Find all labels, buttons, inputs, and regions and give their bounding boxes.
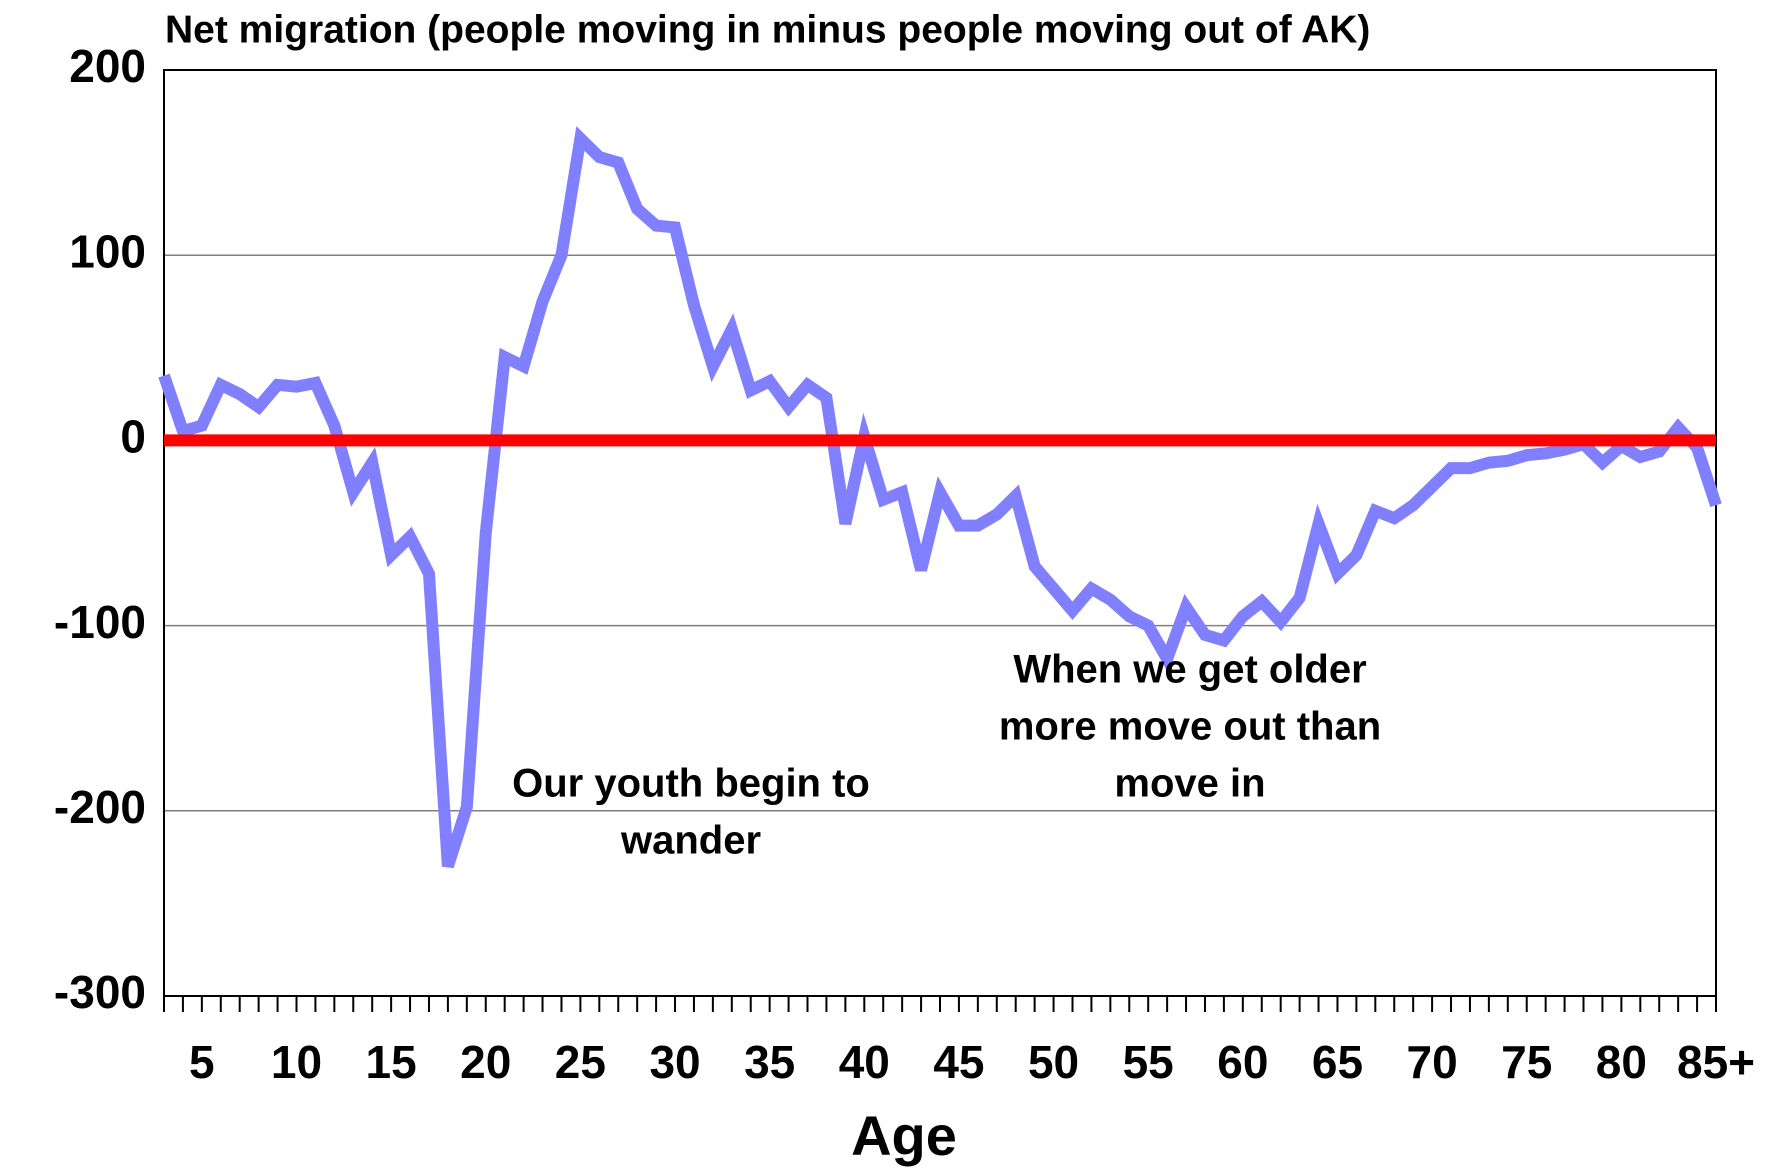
chart-title: Net migration (people moving in minus pe… — [165, 8, 1370, 51]
x-tick-label: 75 — [1501, 1036, 1552, 1088]
x-tick-label: 25 — [555, 1036, 606, 1088]
annotation: Our youth begin to — [512, 762, 870, 806]
x-tick-label: 15 — [366, 1036, 417, 1088]
x-tick-label: 85+ — [1677, 1036, 1755, 1088]
x-tick-label: 35 — [744, 1036, 795, 1088]
y-tick-label: -300 — [54, 966, 146, 1018]
annotation: move in — [1114, 762, 1265, 806]
y-tick-label: -100 — [54, 596, 146, 648]
x-tick-label: 60 — [1217, 1036, 1268, 1088]
x-tick-label: 5 — [189, 1036, 215, 1088]
x-tick-label: 20 — [460, 1036, 511, 1088]
plot-frame — [163, 69, 1717, 997]
x-tick-label: 40 — [839, 1036, 890, 1088]
x-tick-label: 45 — [933, 1036, 984, 1088]
y-tick-label: 0 — [120, 411, 146, 463]
annotation: wander — [620, 819, 761, 863]
x-tick-label: 80 — [1596, 1036, 1647, 1088]
data-line — [158, 126, 1722, 869]
y-tick-label: 100 — [69, 225, 146, 277]
x-tick-label: 30 — [649, 1036, 700, 1088]
x-axis-label: Age — [851, 1104, 957, 1167]
x-tick-label: 50 — [1028, 1036, 1079, 1088]
x-tick-label: 55 — [1123, 1036, 1174, 1088]
x-tick-label: 70 — [1407, 1036, 1458, 1088]
annotation: When we get older — [1013, 648, 1366, 692]
y-tick-label: -200 — [54, 781, 146, 833]
annotation: more move out than — [999, 705, 1381, 749]
y-tick-label: 200 — [69, 40, 146, 92]
x-tick-label: 10 — [271, 1036, 322, 1088]
x-tick-label: 65 — [1312, 1036, 1363, 1088]
